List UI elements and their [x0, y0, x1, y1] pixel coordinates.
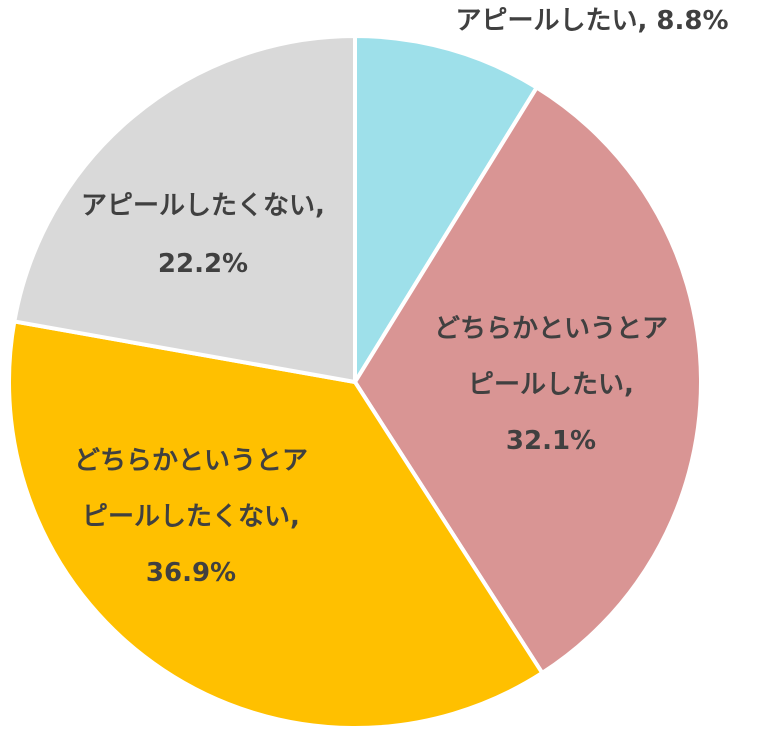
data-label-line: アピールしたくない, [81, 191, 325, 221]
data-label-1: アピールしたい, 8.8% [455, 6, 728, 36]
data-label-line: ピールしたい, [468, 370, 634, 400]
data-label-line: どちらかというとア [434, 314, 668, 344]
data-label-2: どちらかというとアピールしたい, 32.1% [434, 314, 668, 456]
data-label-line: 36.9% [146, 558, 236, 588]
data-label-line: アピールしたい, 8.8% [455, 6, 728, 36]
data-label-line: 32.1% [506, 426, 596, 456]
pie-labels: アピールしたい, 8.8%どちらかというとアピールしたい, 32.1%どちらかとい… [74, 6, 729, 588]
pie-slice-2 [353, 85, 703, 675]
pie-slice-3 [7, 319, 545, 730]
pie-slices [7, 34, 703, 730]
data-label-line: どちらかというとア [74, 446, 308, 476]
data-label-4: アピールしたくない, 22.2% [81, 191, 325, 279]
pie-slice-4 [12, 34, 357, 384]
data-label-3: どちらかというとアピールしたくない, 36.9% [74, 446, 308, 588]
data-label-line: ピールしたくない, [82, 502, 300, 532]
pie-slice-1 [353, 34, 539, 384]
data-label-line: 22.2% [158, 249, 248, 279]
